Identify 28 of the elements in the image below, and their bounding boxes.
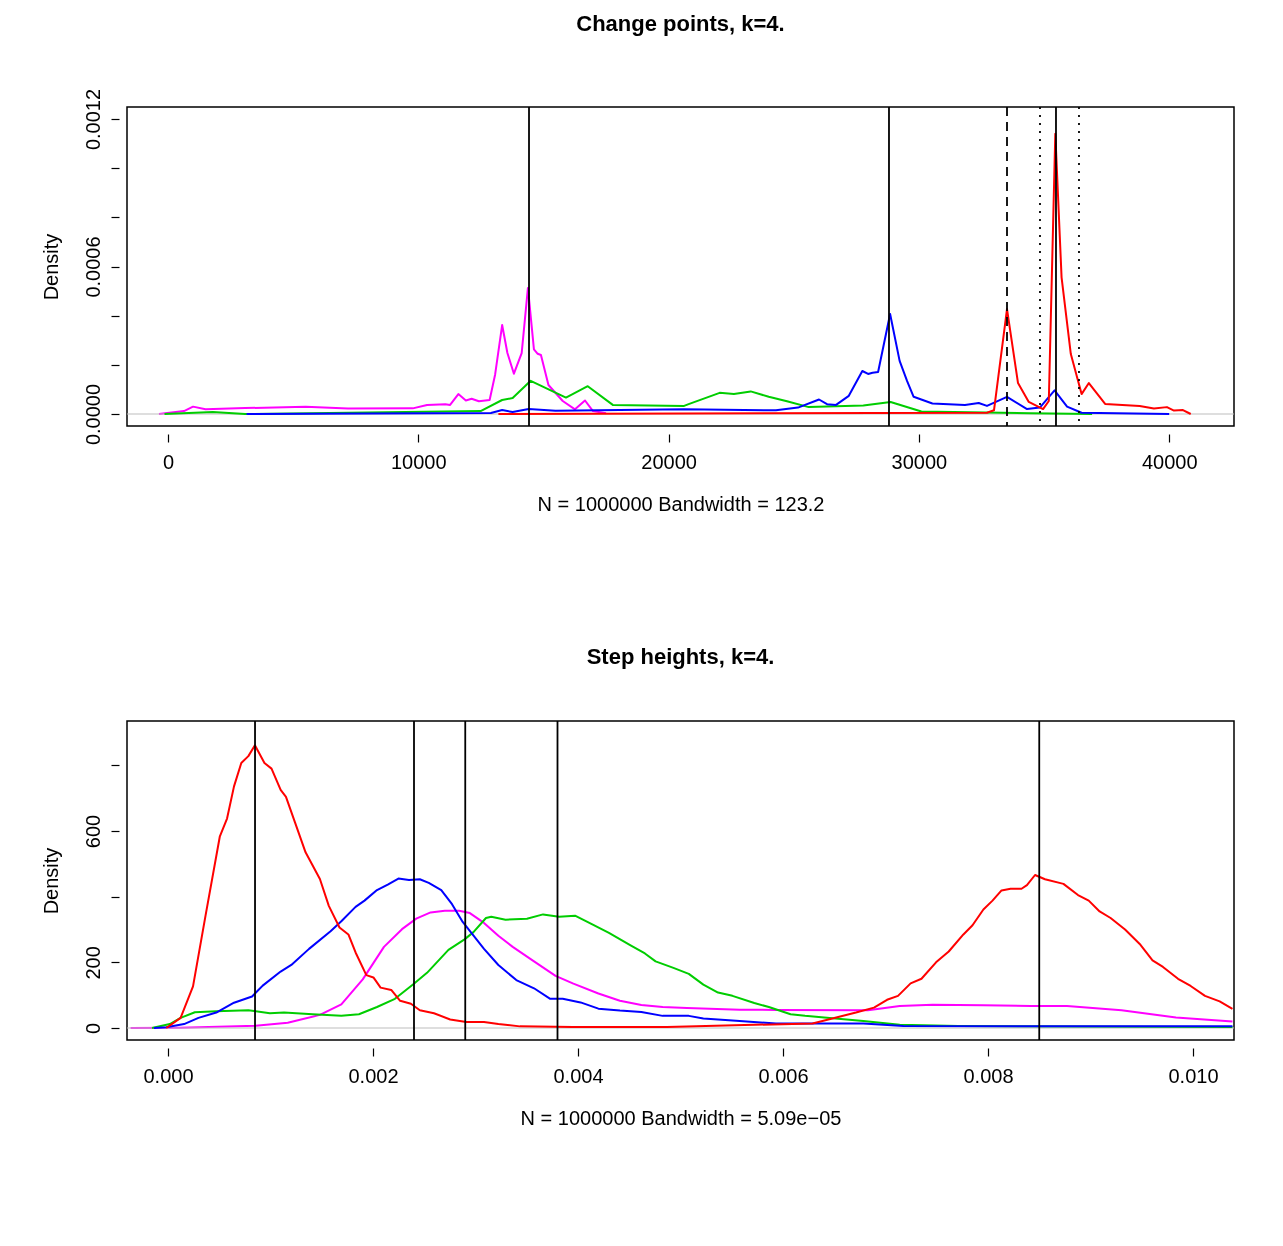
- chart-title: Step heights, k=4.: [586, 644, 775, 669]
- line-series: [163, 379, 1094, 416]
- x-tick-label: 0.010: [1168, 1064, 1219, 1087]
- x-tick-label: 30000: [891, 450, 948, 473]
- y-axis-title: Density: [39, 847, 62, 915]
- y-tick-label: 0.0012: [81, 88, 104, 151]
- y-axis-title: Density: [39, 233, 62, 301]
- y-tick-label: 600: [81, 814, 104, 849]
- x-tick-label: 10000: [390, 450, 447, 473]
- x-axis-title: N = 1000000 Bandwidth = 123.2: [537, 492, 825, 515]
- line-series: [245, 312, 1171, 416]
- x-tick-label: 0.006: [758, 1064, 809, 1087]
- chart-title: Change points, k=4.: [576, 11, 785, 37]
- y-tick-label: 200: [81, 946, 104, 980]
- x-tick-label: 40000: [1141, 450, 1198, 473]
- x-tick-label: 0.004: [553, 1064, 604, 1087]
- line-series: [152, 877, 1234, 1030]
- y-tick-label: 0.0000: [81, 383, 104, 446]
- x-tick-label: 0.008: [963, 1064, 1014, 1087]
- line-series: [497, 132, 1192, 416]
- x-tick-label: 0: [162, 450, 175, 473]
- x-tick-label: 0.000: [143, 1064, 194, 1087]
- x-axis-title: N = 1000000 Bandwidth = 5.09e−05: [520, 1106, 842, 1129]
- x-tick-label: 20000: [641, 450, 697, 473]
- y-tick-label: 0.0006: [81, 236, 104, 298]
- x-tick-label: 0.002: [348, 1064, 399, 1087]
- line-series: [165, 744, 1234, 1030]
- y-tick-label: 0: [81, 1022, 104, 1035]
